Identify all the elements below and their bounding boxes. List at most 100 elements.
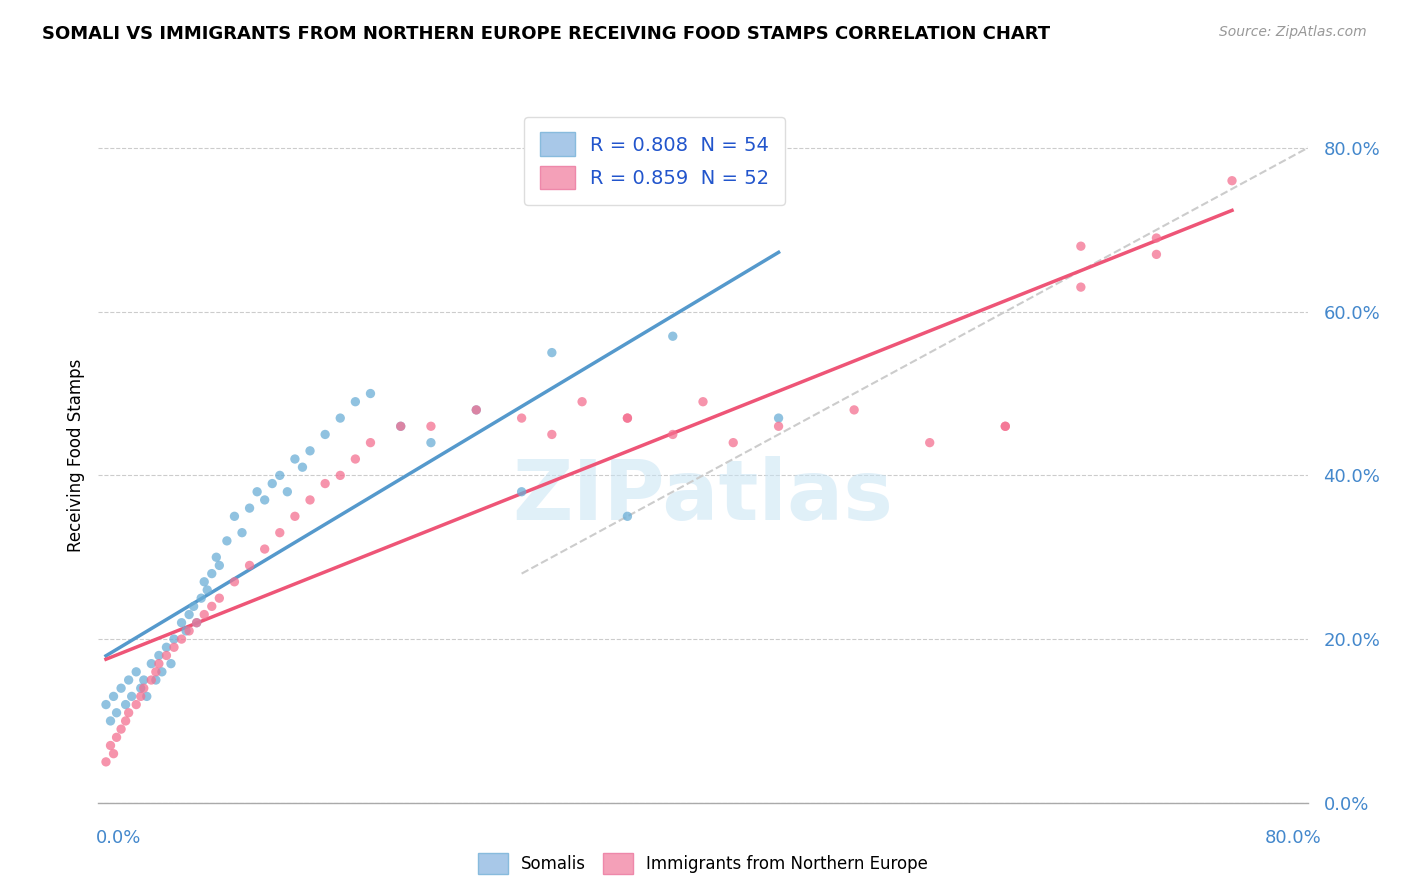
Point: [179, 607, 201, 622]
Point: [360, 386, 382, 401]
Point: [253, 492, 276, 507]
Point: [389, 419, 412, 434]
Point: [110, 722, 132, 736]
Text: Source: ZipAtlas.com: Source: ZipAtlas.com: [1219, 25, 1367, 39]
Point: [121, 690, 143, 704]
Point: [160, 657, 183, 671]
Point: [105, 706, 128, 720]
Point: [205, 550, 228, 565]
Legend: R = 0.808  N = 54, R = 0.859  N = 52: R = 0.808 N = 54, R = 0.859 N = 52: [524, 117, 785, 205]
Point: [141, 673, 163, 687]
Point: [163, 640, 186, 655]
Point: [201, 566, 224, 581]
Point: [125, 698, 148, 712]
Point: [329, 411, 352, 425]
Point: [360, 435, 382, 450]
Point: [186, 615, 208, 630]
Point: [148, 648, 170, 663]
Point: [344, 394, 367, 409]
Point: [208, 591, 231, 606]
Point: [768, 419, 790, 434]
Point: [616, 509, 638, 524]
Y-axis label: Receiving Food Stamps: Receiving Food Stamps: [66, 359, 84, 551]
Point: [239, 558, 262, 573]
Point: [465, 403, 488, 417]
Point: [224, 509, 246, 524]
Text: ZIPatlas: ZIPatlas: [513, 456, 893, 537]
Point: [170, 632, 193, 646]
Text: 0.0%: 0.0%: [96, 829, 141, 847]
Point: [994, 419, 1017, 434]
Point: [208, 558, 231, 573]
Point: [179, 624, 201, 638]
Point: [129, 690, 152, 704]
Point: [148, 657, 170, 671]
Point: [100, 739, 122, 753]
Point: [195, 582, 218, 597]
Point: [215, 533, 238, 548]
Point: [420, 419, 443, 434]
Point: [103, 747, 125, 761]
Point: [1070, 239, 1092, 253]
Point: [284, 509, 307, 524]
Point: [94, 698, 117, 712]
Point: [114, 698, 136, 712]
Point: [1070, 280, 1092, 294]
Point: [540, 345, 562, 359]
Point: [201, 599, 224, 614]
Point: [276, 484, 298, 499]
Point: [510, 411, 533, 425]
Point: [105, 731, 128, 745]
Point: [135, 690, 157, 704]
Point: [314, 476, 336, 491]
Point: [269, 468, 291, 483]
Point: [145, 673, 167, 687]
Point: [768, 411, 790, 425]
Point: [661, 329, 683, 343]
Point: [145, 665, 167, 679]
Point: [299, 443, 322, 458]
Point: [994, 419, 1017, 434]
Point: [155, 648, 177, 663]
Point: [132, 673, 155, 687]
Point: [253, 542, 276, 557]
Point: [918, 435, 941, 450]
Point: [571, 394, 593, 409]
Point: [299, 492, 322, 507]
Point: [269, 525, 291, 540]
Point: [163, 632, 186, 646]
Point: [329, 468, 352, 483]
Point: [103, 690, 125, 704]
Point: [314, 427, 336, 442]
Point: [239, 501, 262, 516]
Point: [344, 452, 367, 467]
Point: [129, 681, 152, 696]
Point: [389, 419, 412, 434]
Point: [844, 403, 866, 417]
Point: [193, 607, 215, 622]
Point: [1220, 174, 1243, 188]
Text: SOMALI VS IMMIGRANTS FROM NORTHERN EUROPE RECEIVING FOOD STAMPS CORRELATION CHAR: SOMALI VS IMMIGRANTS FROM NORTHERN EUROP…: [42, 25, 1050, 43]
Point: [420, 435, 443, 450]
Point: [616, 411, 638, 425]
Point: [262, 476, 284, 491]
Point: [94, 755, 117, 769]
Point: [510, 484, 533, 499]
Point: [224, 574, 246, 589]
Point: [723, 435, 745, 450]
Point: [110, 681, 132, 696]
Point: [118, 706, 141, 720]
Point: [1144, 247, 1167, 261]
Point: [465, 403, 488, 417]
Point: [174, 624, 197, 638]
Point: [186, 615, 208, 630]
Point: [284, 452, 307, 467]
Point: [661, 427, 683, 442]
Point: [1144, 231, 1167, 245]
Point: [616, 411, 638, 425]
Point: [141, 657, 163, 671]
Legend: Somalis, Immigrants from Northern Europe: Somalis, Immigrants from Northern Europe: [471, 847, 935, 880]
Point: [183, 599, 205, 614]
Point: [692, 394, 714, 409]
Point: [540, 427, 562, 442]
